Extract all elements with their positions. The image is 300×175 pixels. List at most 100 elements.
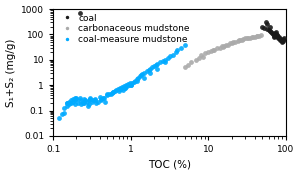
Y-axis label: S₁+S₂ (mg/g): S₁+S₂ (mg/g)	[6, 38, 16, 107]
Point	[222, 45, 226, 47]
Point	[77, 12, 82, 14]
Point	[179, 46, 184, 49]
Point	[69, 99, 74, 102]
Point	[67, 103, 71, 105]
Point	[142, 72, 147, 74]
Point	[280, 38, 285, 41]
Point	[131, 81, 136, 84]
Point	[256, 34, 261, 37]
Point	[278, 39, 283, 41]
Point	[148, 72, 153, 74]
Point	[160, 60, 165, 62]
Point	[269, 31, 274, 34]
Point	[80, 100, 85, 103]
Point	[198, 54, 203, 57]
Point	[142, 76, 147, 79]
Point	[111, 90, 116, 93]
Point	[69, 102, 74, 104]
Point	[266, 29, 271, 31]
Point	[265, 28, 270, 31]
Point	[270, 32, 275, 34]
Point	[100, 97, 105, 100]
Point	[243, 37, 248, 40]
Point	[189, 61, 194, 64]
Point	[110, 91, 114, 94]
Point	[238, 39, 243, 41]
Point	[99, 98, 104, 101]
Point	[74, 96, 79, 99]
Point	[241, 38, 245, 41]
Point	[265, 23, 269, 26]
Point	[83, 99, 88, 102]
Point	[99, 99, 104, 102]
Point	[155, 67, 160, 70]
Point	[200, 55, 205, 58]
Point	[105, 93, 110, 95]
Point	[74, 98, 79, 101]
Point	[275, 34, 280, 36]
Point	[250, 36, 255, 38]
Point	[140, 72, 144, 75]
Point	[267, 25, 272, 28]
Point	[268, 29, 273, 32]
Point	[152, 65, 156, 68]
Point	[77, 97, 82, 100]
Point	[94, 102, 99, 104]
Point	[70, 100, 75, 103]
Point	[246, 36, 251, 39]
Point	[82, 98, 86, 101]
Point	[114, 89, 118, 91]
Point	[127, 84, 131, 87]
Point	[270, 33, 275, 36]
Point	[276, 37, 281, 40]
Point	[103, 100, 108, 103]
Point	[118, 88, 123, 90]
Point	[226, 43, 230, 46]
Point	[134, 77, 139, 80]
Point	[239, 38, 244, 41]
Point	[101, 97, 106, 100]
Point	[128, 84, 133, 87]
Point	[259, 34, 263, 37]
Point	[273, 32, 278, 35]
X-axis label: TOC (%): TOC (%)	[148, 159, 191, 169]
Point	[77, 99, 82, 102]
Point	[60, 113, 64, 116]
Point	[126, 83, 131, 86]
Point	[137, 75, 142, 78]
Point	[175, 48, 180, 51]
Point	[158, 61, 163, 64]
Point	[274, 35, 279, 38]
Point	[255, 34, 260, 37]
Point	[277, 37, 282, 40]
Point	[136, 76, 141, 79]
Point	[138, 74, 143, 76]
Point	[281, 40, 286, 42]
Point	[254, 35, 259, 38]
Point	[134, 79, 139, 82]
Point	[212, 48, 217, 51]
Point	[106, 93, 111, 95]
Point	[85, 105, 90, 107]
Point	[64, 105, 69, 107]
Point	[111, 90, 116, 93]
Point	[93, 99, 98, 102]
Point	[88, 97, 92, 100]
Point	[186, 64, 190, 67]
Point	[275, 36, 280, 38]
Point	[263, 21, 268, 24]
Point	[72, 97, 77, 100]
Point	[277, 36, 281, 39]
Point	[88, 98, 92, 101]
Point	[87, 103, 92, 105]
Point	[194, 58, 199, 61]
Point	[220, 46, 225, 48]
Point	[182, 43, 187, 46]
Point	[72, 99, 77, 102]
Point	[72, 103, 77, 105]
Point	[116, 89, 121, 92]
Point	[62, 107, 67, 110]
Point	[280, 41, 285, 43]
Point	[87, 99, 92, 102]
Point	[150, 66, 155, 69]
